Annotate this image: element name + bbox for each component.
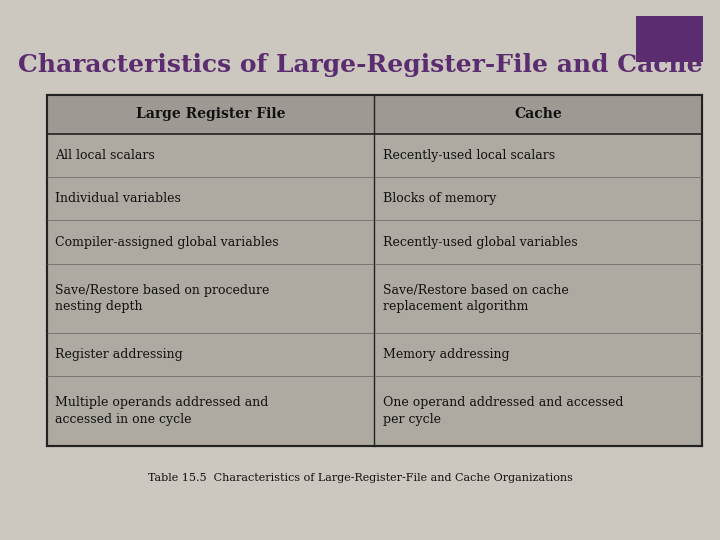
Text: Characteristics of Large-Register-File and Cache: Characteristics of Large-Register-File a… xyxy=(18,53,702,77)
Text: All local scalars: All local scalars xyxy=(55,149,156,162)
Bar xyxy=(47,94,702,445)
Text: Register addressing: Register addressing xyxy=(55,348,183,361)
Text: Cache: Cache xyxy=(514,107,562,121)
Text: Recently-used local scalars: Recently-used local scalars xyxy=(383,149,555,162)
Text: Save/Restore based on cache
replacement algorithm: Save/Restore based on cache replacement … xyxy=(383,284,569,313)
Text: Blocks of memory: Blocks of memory xyxy=(383,192,496,205)
Text: Large Register File: Large Register File xyxy=(136,107,285,121)
Bar xyxy=(47,94,702,134)
Bar xyxy=(636,16,703,62)
Text: Memory addressing: Memory addressing xyxy=(383,348,510,361)
Text: Compiler-assigned global variables: Compiler-assigned global variables xyxy=(55,235,279,248)
Text: Organizations: Organizations xyxy=(262,96,458,120)
Text: Recently-used global variables: Recently-used global variables xyxy=(383,235,577,248)
Text: Save/Restore based on procedure
nesting depth: Save/Restore based on procedure nesting … xyxy=(55,284,270,313)
Text: Table 15.5  Characteristics of Large-Register-File and Cache Organizations: Table 15.5 Characteristics of Large-Regi… xyxy=(148,473,572,483)
Text: Multiple operands addressed and
accessed in one cycle: Multiple operands addressed and accessed… xyxy=(55,396,269,426)
Text: One operand addressed and accessed
per cycle: One operand addressed and accessed per c… xyxy=(383,396,624,426)
Text: Individual variables: Individual variables xyxy=(55,192,181,205)
